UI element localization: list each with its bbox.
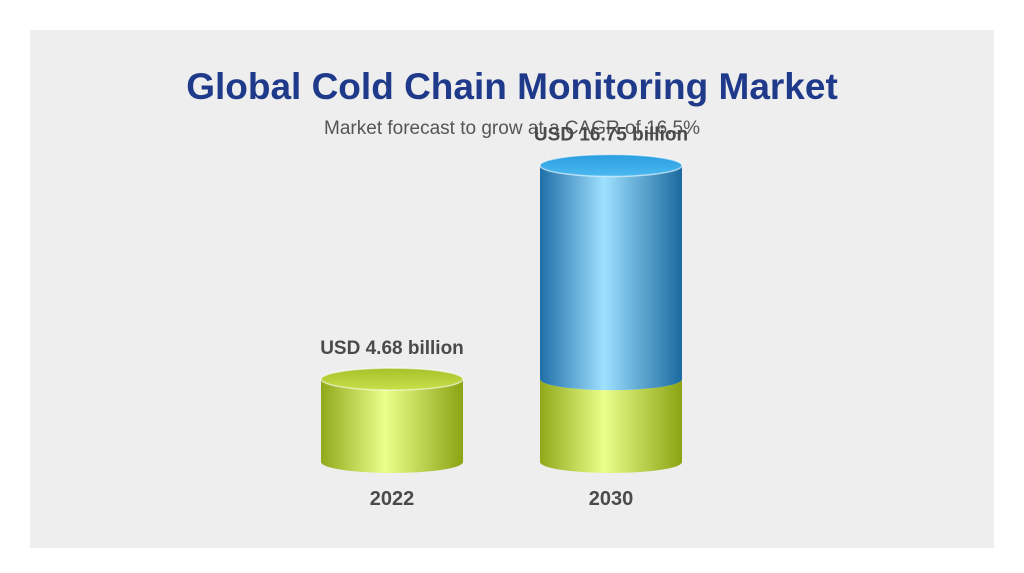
chart-title: Global Cold Chain Monitoring Market [186,66,838,107]
data-label-2022: USD 4.68 billion [320,338,464,359]
category-label-2022: 2022 [370,488,415,510]
bar-2030-growth [539,153,683,391]
data-label-2030: USD 16.75 billion [534,125,688,146]
bar-2030-base-side [540,379,682,473]
bar-2030-growth-side [540,165,682,391]
category-label-2030: 2030 [589,488,634,510]
bar-2022-base-side [321,379,463,473]
chart-panel [30,30,994,548]
bar-2030-base [540,379,682,473]
bar-2030-growth-top [539,153,683,178]
bar-2022-base-top [320,367,464,391]
bar-2022-base [320,367,464,473]
chart-subtitle: Market forecast to grow at a CAGR of 16.… [324,118,700,139]
